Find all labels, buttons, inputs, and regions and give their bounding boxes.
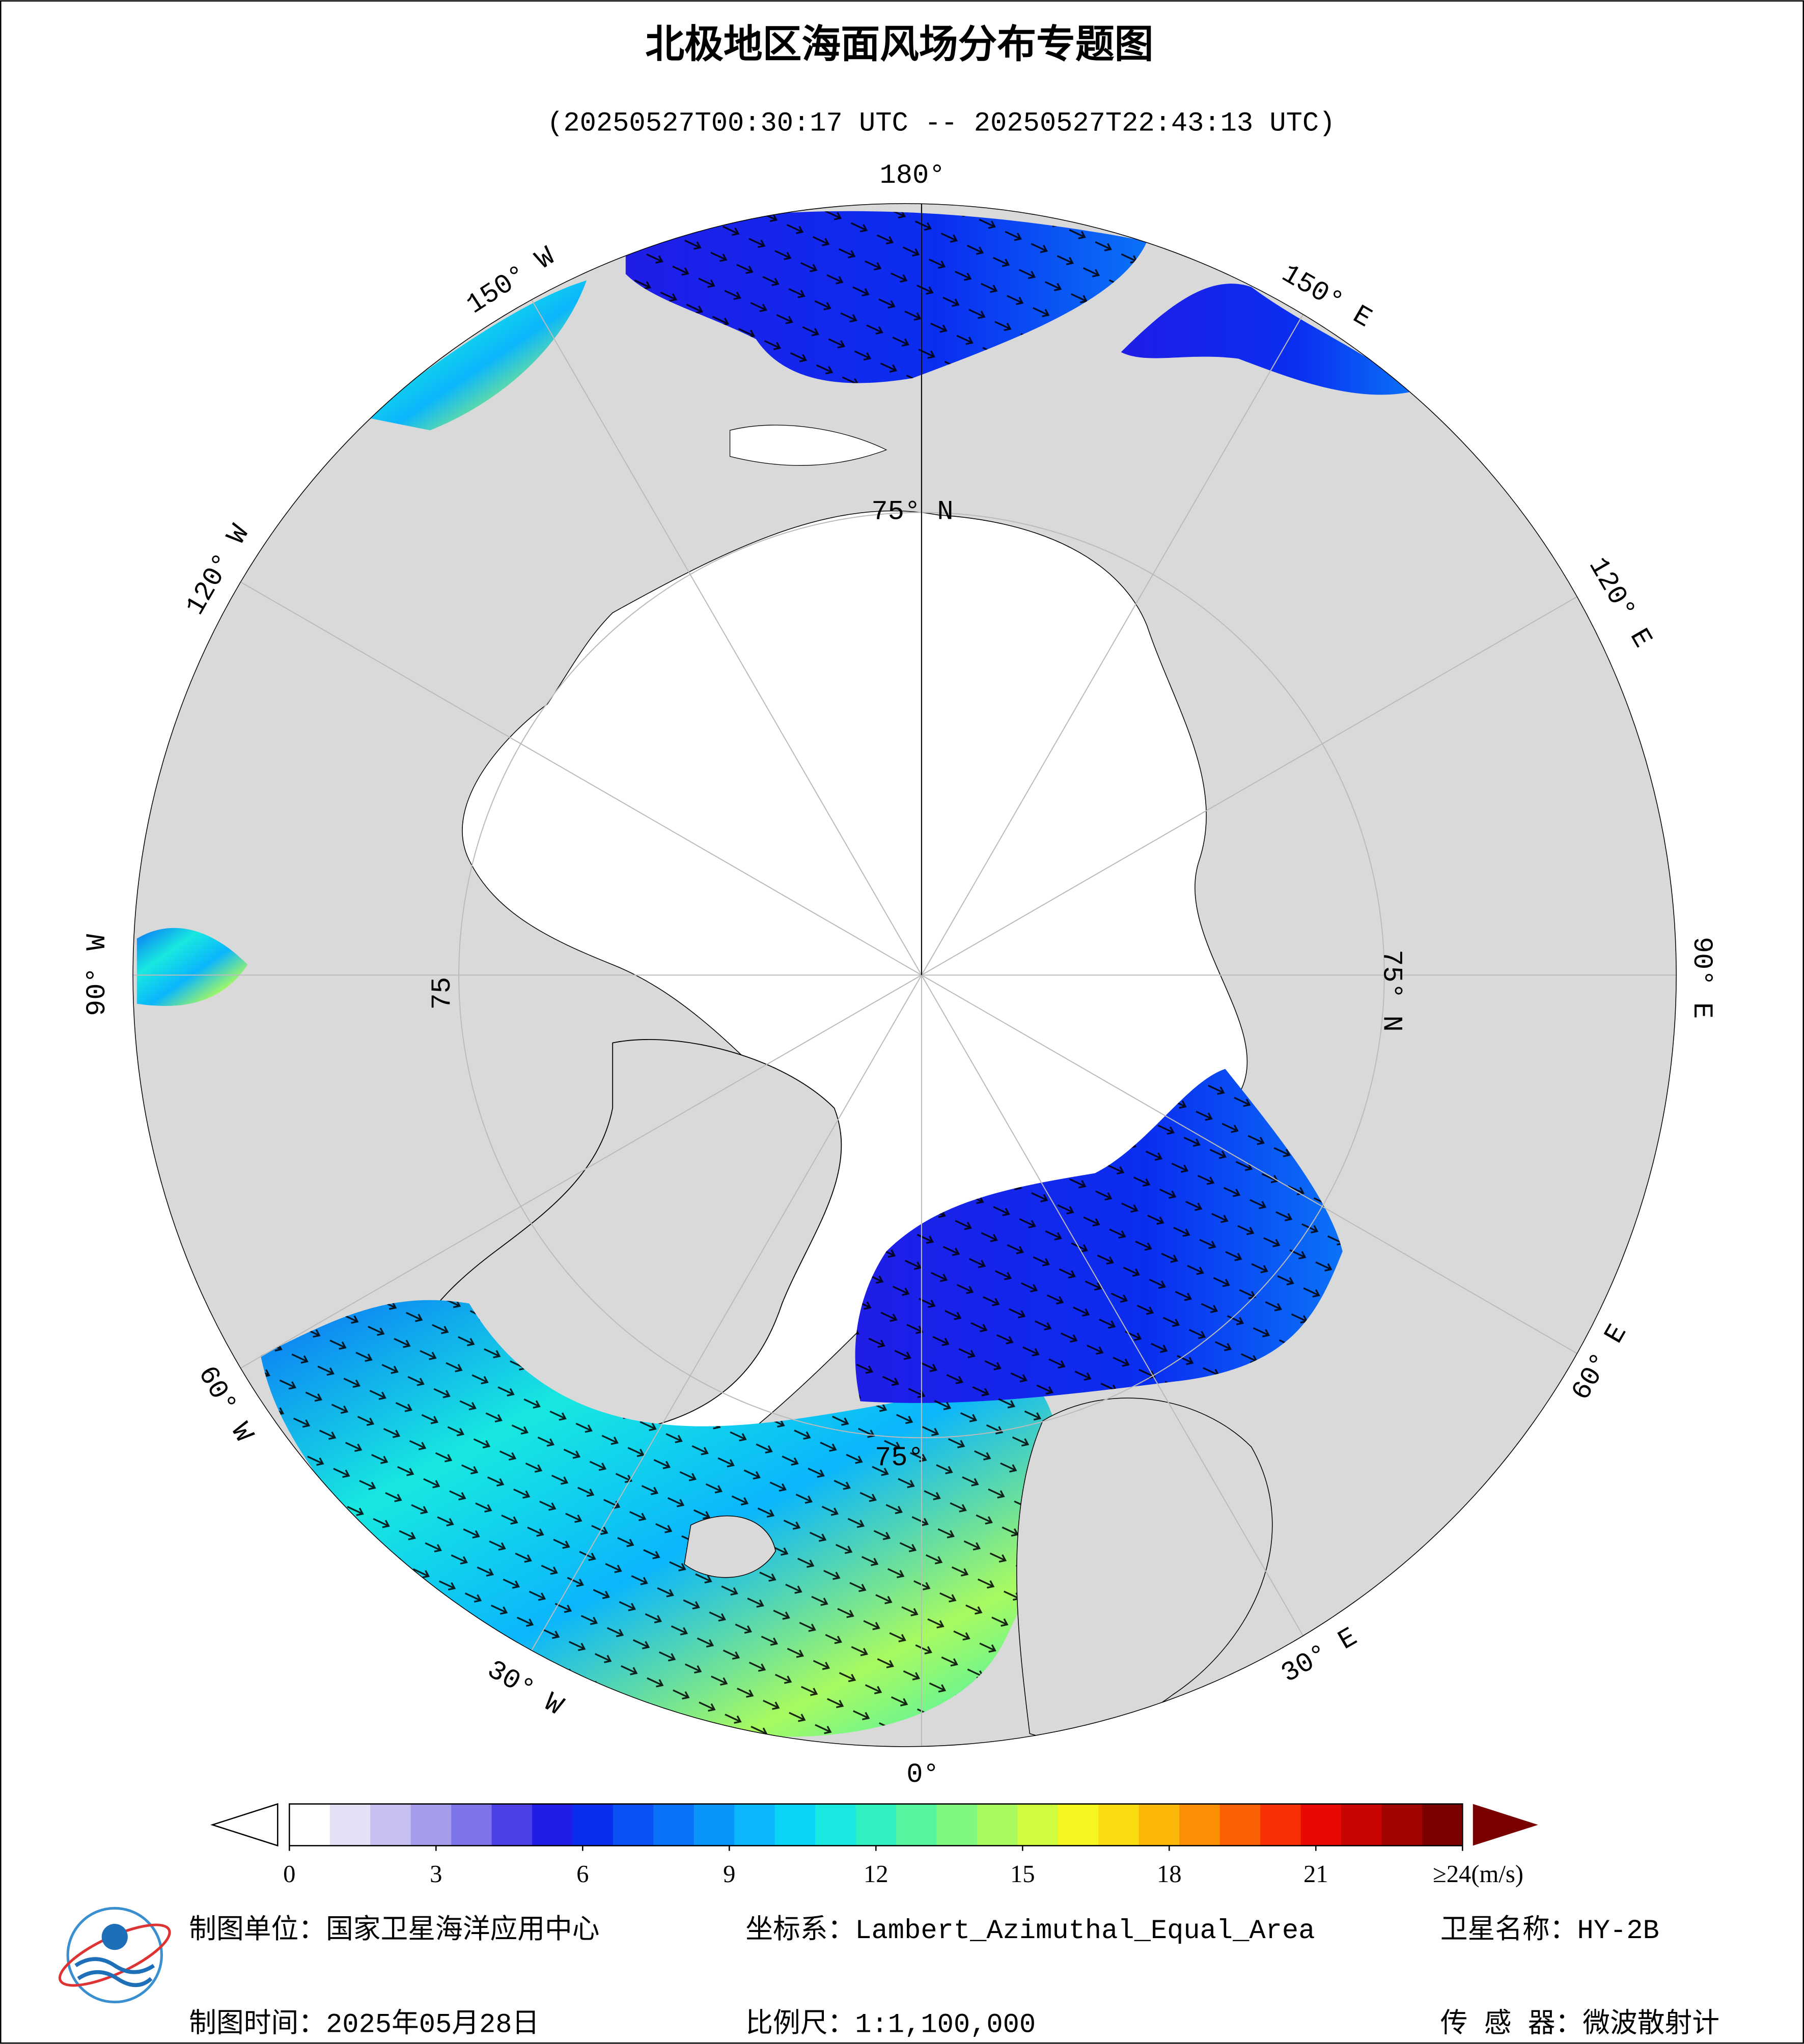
footer-sensor: 传 感 器：微波散射计 xyxy=(1440,2008,1719,2040)
colorbar-segment xyxy=(532,1804,573,1846)
colorbar-segment xyxy=(1422,1804,1463,1846)
wind-field-okhotsk xyxy=(1121,284,1414,395)
colorbar-tick-label: 21 xyxy=(1303,1860,1328,1888)
colorbar-segment xyxy=(572,1804,614,1846)
title: 北极地区海面风场分布专题图 xyxy=(645,22,1153,67)
footer-satellite: 卫星名称：HY-2B xyxy=(1440,1915,1659,1947)
colorbar: 0 3 6 9 12 15 18 21 ≥24(m/s) xyxy=(210,1803,1538,1888)
lat-label: 75° N xyxy=(871,496,953,527)
colorbar-segment xyxy=(653,1804,695,1846)
wind-field-hudson xyxy=(136,928,248,1006)
meridian xyxy=(504,252,922,975)
meridian xyxy=(921,974,1339,1698)
colorbar-segment xyxy=(491,1804,533,1846)
colorbar-tick-label: 0 xyxy=(283,1860,295,1888)
colorbar-tick-label: 9 xyxy=(723,1860,735,1888)
colorbar-segment xyxy=(855,1804,897,1846)
colorbar-segment xyxy=(1300,1804,1342,1846)
logo xyxy=(58,1907,171,2004)
colorbar-segment xyxy=(329,1804,371,1846)
lon-label: 0° xyxy=(906,1759,939,1790)
colorbar-segment xyxy=(1219,1804,1261,1846)
colorbar-segment xyxy=(896,1804,937,1846)
colorbar-segment xyxy=(734,1804,775,1846)
colorbar-segment xyxy=(1341,1804,1382,1846)
colorbar-segment xyxy=(774,1804,816,1846)
subtitle: (20250527T00:30:17 UTC -- 20250527T22:43… xyxy=(547,108,1335,139)
colorbar-segment xyxy=(613,1804,654,1846)
lat-label: 75° N xyxy=(1376,949,1407,1031)
wind-vectors xyxy=(260,211,1343,1737)
colorbar-segment xyxy=(1381,1804,1423,1846)
colorbar-tick-label: 6 xyxy=(576,1860,589,1888)
lat-label: 75 xyxy=(427,977,458,1010)
colorbar-segment xyxy=(1260,1804,1301,1846)
colorbar-segment xyxy=(977,1804,1018,1846)
colorbar-segment xyxy=(1179,1804,1220,1846)
map xyxy=(133,203,1677,1747)
scandinavia xyxy=(1016,1397,1273,1739)
footer-date: 制图时间：2025年05月28日 xyxy=(189,2008,539,2040)
colorbar-segment xyxy=(370,1804,411,1846)
lon-label: 90° E xyxy=(1686,937,1717,1019)
footer-organization: 制图单位：国家卫星海洋应用中心 xyxy=(189,1915,599,1947)
colorbar-tick-label: 18 xyxy=(1157,1860,1182,1888)
meridian xyxy=(921,557,1645,976)
meridian xyxy=(504,974,922,1698)
lon-label: 90° W xyxy=(82,934,113,1016)
colorbar-over xyxy=(1473,1804,1538,1846)
lat-label: 75° xyxy=(875,1443,924,1474)
colorbar-segment xyxy=(1098,1804,1140,1846)
map-border xyxy=(132,203,1677,1747)
colorbar-segment xyxy=(451,1804,492,1846)
colorbar-segment xyxy=(693,1804,735,1846)
footer-projection: 坐标系：Lambert_Azimuthal_Equal_Area xyxy=(745,1915,1315,1947)
lon-label: 180° xyxy=(879,160,945,191)
bering-ice xyxy=(729,425,887,466)
footer-scale: 比例尺：1:1,100,000 xyxy=(745,2008,1036,2040)
colorbar-segment xyxy=(1017,1804,1059,1846)
colorbar-tick-label: ≥24(m/s) xyxy=(1433,1860,1523,1888)
colorbar-segment xyxy=(815,1804,856,1846)
latitude-labels: 75° N 75° N 75 75° xyxy=(427,496,1406,1474)
colorbar-tick-label: 12 xyxy=(864,1860,889,1888)
meridian xyxy=(921,252,1339,975)
meridian xyxy=(199,557,922,976)
meridian xyxy=(199,974,922,1393)
colorbar-segment xyxy=(410,1804,452,1846)
footer: 制图单位：国家卫星海洋应用中心 坐标系：Lambert_Azimuthal_Eq… xyxy=(189,1915,1719,2040)
iceland xyxy=(684,1515,776,1578)
colorbar-tick-label: 15 xyxy=(1010,1860,1035,1888)
colorbar-segment xyxy=(1139,1804,1180,1846)
meridian xyxy=(921,974,1645,1393)
colorbar-segment xyxy=(1058,1804,1099,1846)
colorbar-segment xyxy=(289,1804,331,1846)
colorbar-tick-label: 3 xyxy=(430,1860,442,1888)
colorbar-segment xyxy=(936,1804,978,1846)
colorbar-under xyxy=(210,1803,279,1847)
wind-field-alaska xyxy=(365,280,587,431)
